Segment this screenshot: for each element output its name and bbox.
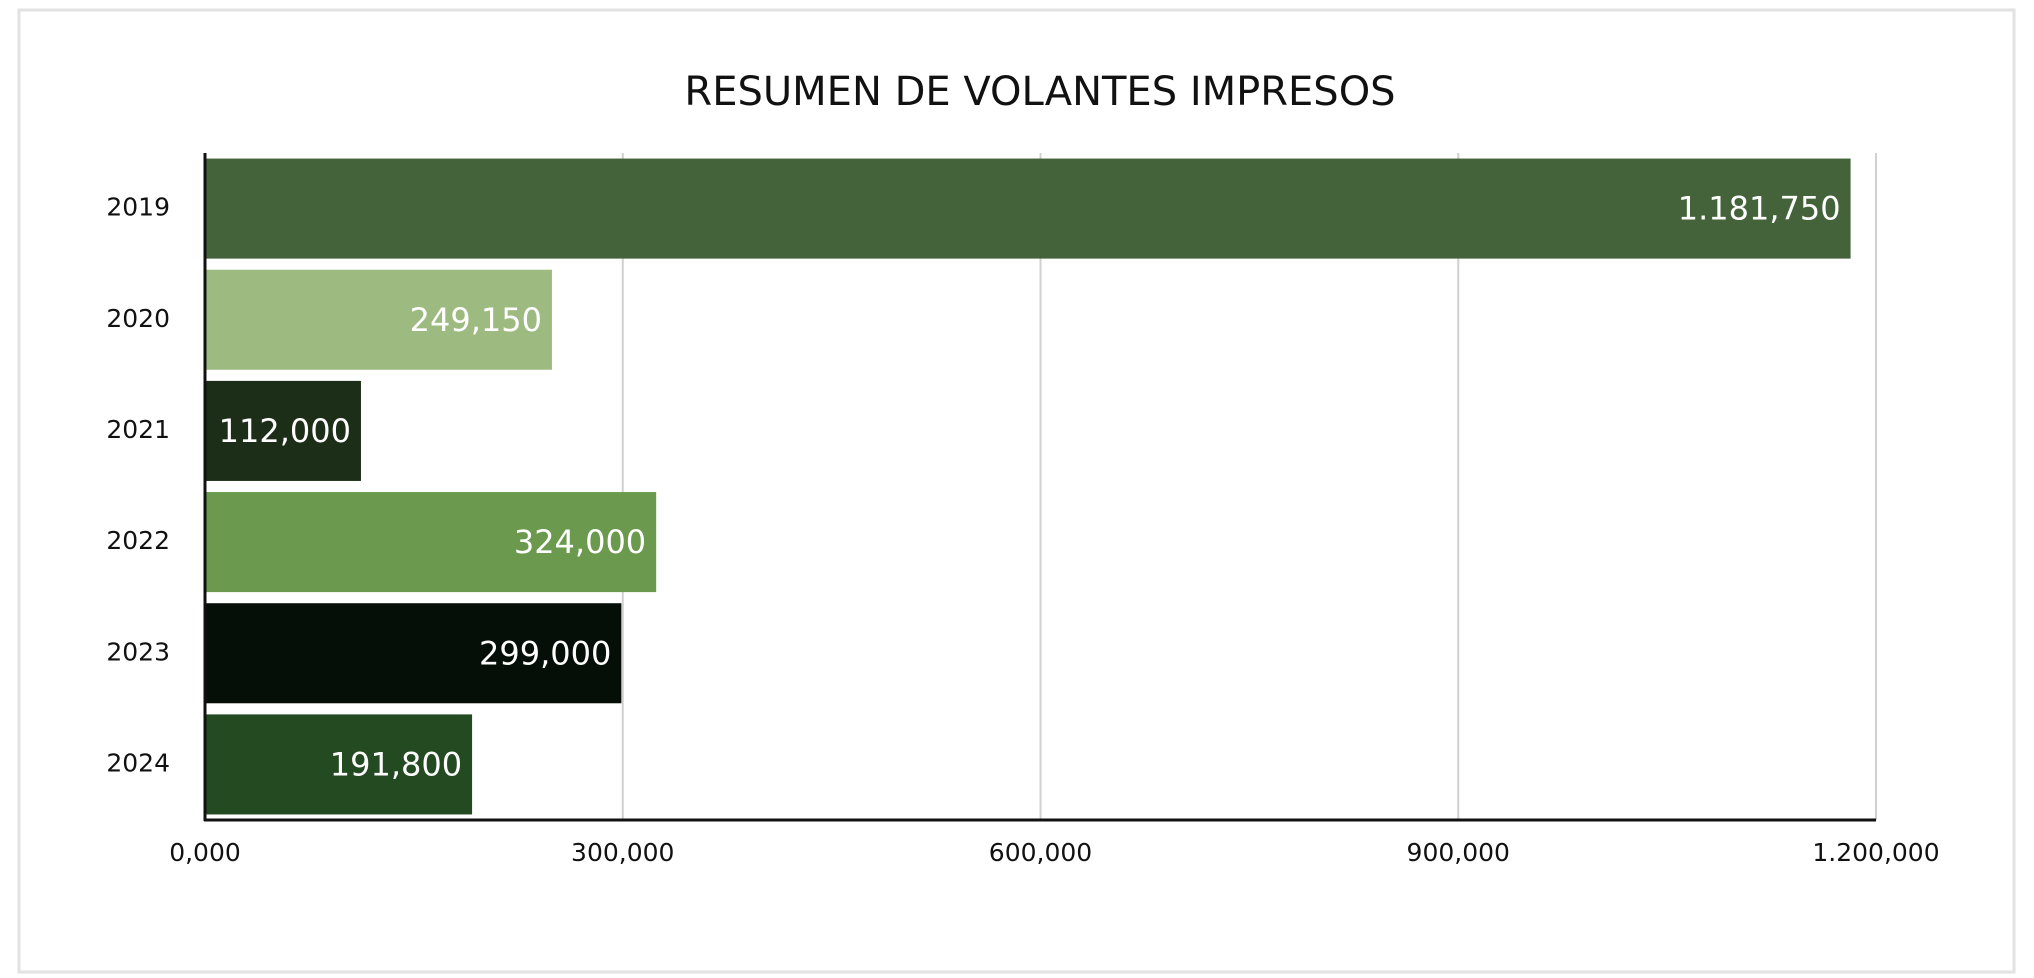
value-label: 299,000 [479,634,611,672]
bars [205,158,1851,815]
y-tick-label: 2021 [106,415,170,444]
value-label: 1.181,750 [1678,190,1841,228]
x-tick-label: 300,000 [571,838,674,867]
y-tick-label: 2023 [106,637,170,666]
bar [205,158,1851,259]
bar [205,492,657,593]
value-label: 249,150 [410,301,542,339]
x-tick-label: 900,000 [1407,838,1510,867]
y-tick-label: 2020 [106,304,170,333]
bar [205,380,361,481]
chart-title: RESUMEN DE VOLANTES IMPRESOS [684,69,1395,115]
value-label: 112,000 [219,412,351,450]
x-tick-label: 0,000 [169,838,241,867]
bar [205,269,552,370]
labels: 0,000 300,000 600,000 900,000 1.200,000 2019 1… [106,153,1940,867]
x-tick-label: 1.200,000 [1812,838,1939,867]
y-tick-label: 2019 [106,193,170,222]
value-label: 324,000 [514,523,646,561]
y-tick-label: 2024 [106,748,170,777]
x-tick-label: 600,000 [989,838,1092,867]
value-label: 191,800 [330,745,462,783]
bar [205,603,622,704]
bar [205,714,473,815]
y-tick-label: 2022 [106,526,170,555]
chart-frame [17,8,2016,974]
